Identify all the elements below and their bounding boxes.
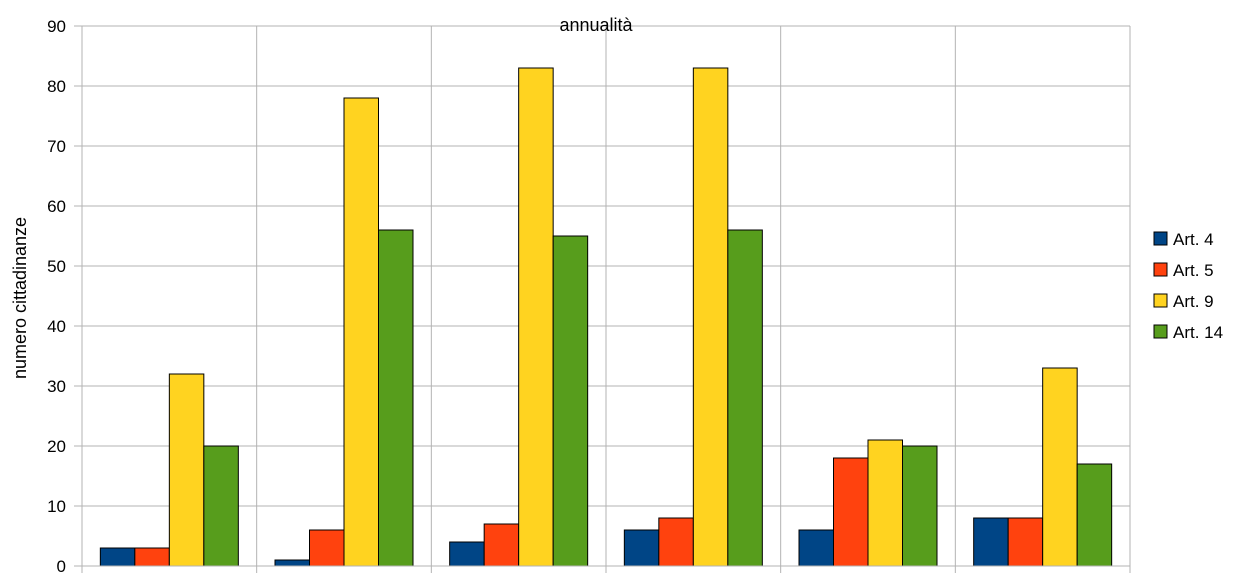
y-tick-label: 0	[57, 557, 66, 573]
legend: Art. 4 Art. 5 Art. 9 Art. 14	[1153, 230, 1223, 342]
legend-label: Art. 4	[1173, 230, 1214, 249]
bar-art-5	[309, 529, 345, 567]
y-axis-label: numero cittadinanze	[10, 217, 30, 379]
bar-art-14	[902, 445, 938, 567]
bar-art-9	[692, 67, 729, 567]
bar-art-9	[168, 373, 205, 567]
y-tick-label: 20	[47, 437, 66, 456]
y-tick-label: 50	[47, 257, 66, 276]
bar-art-14	[1076, 463, 1113, 567]
legend-swatch	[1153, 231, 1168, 246]
bar-art-9	[1042, 367, 1078, 567]
bar-art-5	[134, 547, 170, 567]
bar-art-14	[203, 445, 239, 567]
bar-art-5	[658, 517, 694, 567]
bar-art-5	[483, 523, 520, 567]
legend-label: Art. 14	[1173, 323, 1223, 342]
bar-art-5	[1007, 517, 1044, 567]
bar-art-4	[274, 559, 310, 567]
bar-art-4	[623, 529, 660, 567]
bars	[99, 67, 1113, 567]
bar-art-4	[449, 541, 485, 567]
bar-art-14	[378, 229, 414, 567]
bar-art-4	[973, 517, 1009, 567]
legend-swatch	[1153, 293, 1168, 308]
legend-swatch	[1153, 324, 1168, 339]
bar-art-9	[867, 439, 903, 567]
bar-art-9	[343, 97, 379, 567]
legend-label: Art. 9	[1173, 292, 1214, 311]
axes	[81, 26, 1130, 567]
legend-swatch	[1153, 262, 1168, 277]
bar-art-9	[518, 67, 554, 567]
y-tick-label: 80	[47, 77, 66, 96]
bar-art-4	[99, 547, 136, 567]
bar-art-14	[727, 229, 763, 567]
y-tick-label: 90	[47, 17, 66, 36]
legend-label: Art. 5	[1173, 261, 1214, 280]
y-tick-label: 40	[47, 317, 66, 336]
y-tick-label: 30	[47, 377, 66, 396]
bar-art-4	[798, 529, 834, 567]
bar-art-14	[552, 235, 589, 567]
y-tick-label: 60	[47, 197, 66, 216]
y-tick-label: 10	[47, 497, 66, 516]
bar-art-5	[833, 457, 869, 567]
y-axis-ticks: 0 10 20 30 40 50 60 70 80 90	[47, 17, 66, 573]
chart-title: annualità	[559, 15, 633, 35]
y-tick-label: 70	[47, 137, 66, 156]
